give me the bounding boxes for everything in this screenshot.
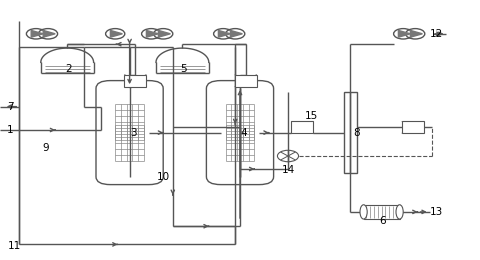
Polygon shape [43, 30, 55, 37]
Polygon shape [146, 30, 158, 37]
Ellipse shape [396, 205, 403, 219]
Bar [402, 121, 424, 133]
Text: 2: 2 [65, 64, 72, 74]
Polygon shape [110, 30, 122, 37]
Text: 7: 7 [7, 102, 14, 112]
Text: 15: 15 [304, 111, 318, 121]
Text: 5: 5 [180, 64, 187, 74]
Polygon shape [218, 30, 230, 37]
Text: 10: 10 [156, 172, 170, 182]
Bar [124, 75, 146, 87]
Text: 12: 12 [430, 29, 444, 39]
Polygon shape [398, 30, 410, 37]
Text: 3: 3 [130, 128, 137, 138]
Text: 4: 4 [240, 128, 247, 138]
Ellipse shape [360, 205, 367, 219]
Text: 8: 8 [353, 128, 360, 138]
Text: 9: 9 [42, 143, 49, 153]
FancyBboxPatch shape [206, 81, 274, 185]
Bar [291, 121, 313, 133]
Bar [364, 205, 399, 219]
Text: 1: 1 [7, 125, 14, 135]
Polygon shape [158, 30, 170, 37]
Text: 11: 11 [8, 241, 21, 251]
FancyBboxPatch shape [96, 81, 163, 185]
Text: 14: 14 [281, 165, 295, 175]
Polygon shape [410, 30, 422, 37]
Bar [235, 75, 257, 87]
Bar [344, 92, 357, 173]
Text: 13: 13 [430, 207, 444, 217]
Text: 6: 6 [379, 216, 386, 226]
Polygon shape [230, 30, 242, 37]
Polygon shape [31, 30, 43, 37]
